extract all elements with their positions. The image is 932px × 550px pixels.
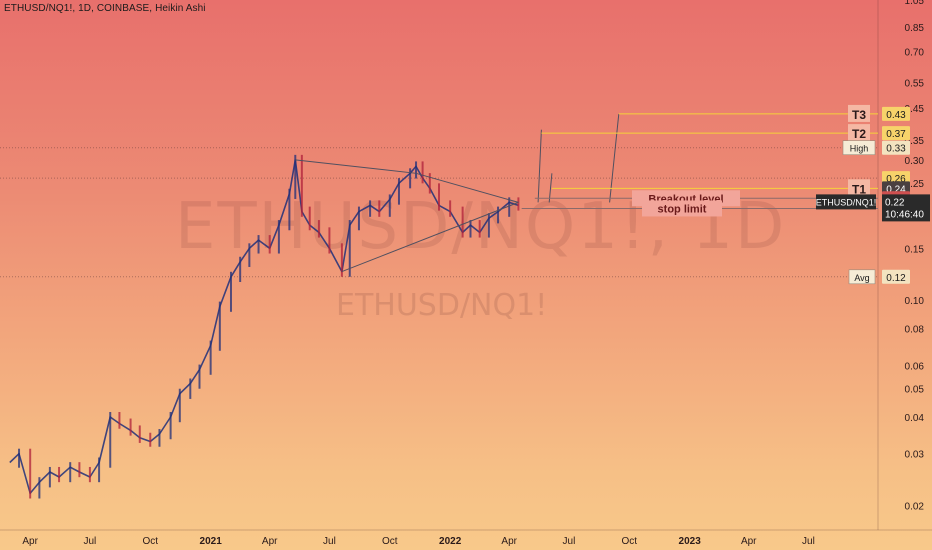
y-tick-label: 0.02 [905, 501, 925, 512]
projection-line [537, 129, 542, 203]
y-tick-label: 0.35 [905, 136, 925, 147]
y-tick-label: 0.08 [905, 325, 925, 336]
level-tag-text: High [850, 144, 869, 154]
y-tick-label: 0.85 [905, 23, 925, 34]
level-value-badge [882, 140, 910, 155]
x-tick-label: Oct [382, 536, 398, 547]
y-tick-label: 1.05 [905, 0, 925, 7]
y-tick-label: 0.04 [905, 413, 925, 424]
trendline [341, 201, 519, 273]
last-price-symbol: ETHUSD/NQ1! [816, 197, 877, 207]
x-tick-label: Jul [563, 536, 576, 547]
target-label-text: T2 [852, 127, 866, 141]
price-series [9, 154, 520, 499]
last-price-symbol-bg [816, 194, 876, 210]
level-label-bg [642, 200, 722, 217]
x-tick-label: Apr [262, 536, 278, 547]
level-value-badge [882, 269, 910, 284]
target-label-text: T3 [852, 108, 866, 122]
y-tick-label: 0.70 [905, 48, 925, 59]
level-value-text: 0.43 [886, 110, 906, 121]
level-value-text: 0.12 [886, 273, 906, 284]
target-label-text: T1 [852, 182, 866, 196]
level-tag-bg [842, 140, 876, 156]
y-tick-label: 0.05 [905, 385, 925, 396]
level-value-badge [882, 126, 910, 141]
level-tag-text: Avg [854, 273, 869, 283]
x-tick-label: Jul [802, 536, 815, 547]
y-tick-label: 0.25 [905, 179, 925, 190]
x-tick-label: Oct [622, 536, 638, 547]
x-tick-label: Apr [22, 536, 38, 547]
x-tick-label: Jul [84, 536, 97, 547]
x-tick-label: Apr [741, 536, 757, 547]
level-value-text: 0.26 [886, 174, 906, 185]
y-tick-label: 0.03 [905, 450, 925, 461]
y-tick-label: 0.10 [905, 296, 925, 307]
x-tick-label: Apr [501, 536, 517, 547]
x-tick-label: Jul [323, 536, 336, 547]
y-tick-label: 0.06 [905, 361, 925, 372]
last-price-countdown: 10:46:40 [885, 209, 924, 220]
trendline [415, 172, 519, 203]
level-label-text: stop limit [658, 203, 707, 215]
last-price-badge [882, 194, 930, 222]
level-value-text: 0.37 [886, 129, 906, 140]
target-label-bg [848, 179, 870, 197]
level-tag-bg [848, 269, 876, 285]
target-label-bg [848, 124, 870, 142]
x-tick-label: 2022 [439, 536, 462, 547]
x-tick-label: 2023 [679, 536, 702, 547]
level-value-text: 0.33 [886, 144, 906, 155]
y-tick-label: 0.45 [905, 104, 925, 115]
chart-title: ETHUSD/NQ1!, 1D, COINBASE, Heikin Ashi [4, 3, 206, 14]
y-tick-label: 0.30 [905, 156, 925, 167]
y-tick-label: 0.15 [905, 244, 925, 255]
projection-line [548, 173, 553, 203]
x-tick-label: Oct [142, 536, 158, 547]
level-value-text: 0.24 [886, 184, 906, 195]
watermark-small: ETHUSD/NQ1! [336, 288, 548, 323]
level-value-badge [882, 106, 910, 121]
x-tick-label: 2021 [200, 536, 223, 547]
trendline [295, 159, 417, 174]
y-tick-label: 0.55 [905, 79, 925, 90]
projection-line [609, 113, 620, 203]
last-price-value: 0.22 [885, 197, 905, 208]
target-label-bg [848, 104, 870, 122]
price-line [9, 159, 519, 495]
